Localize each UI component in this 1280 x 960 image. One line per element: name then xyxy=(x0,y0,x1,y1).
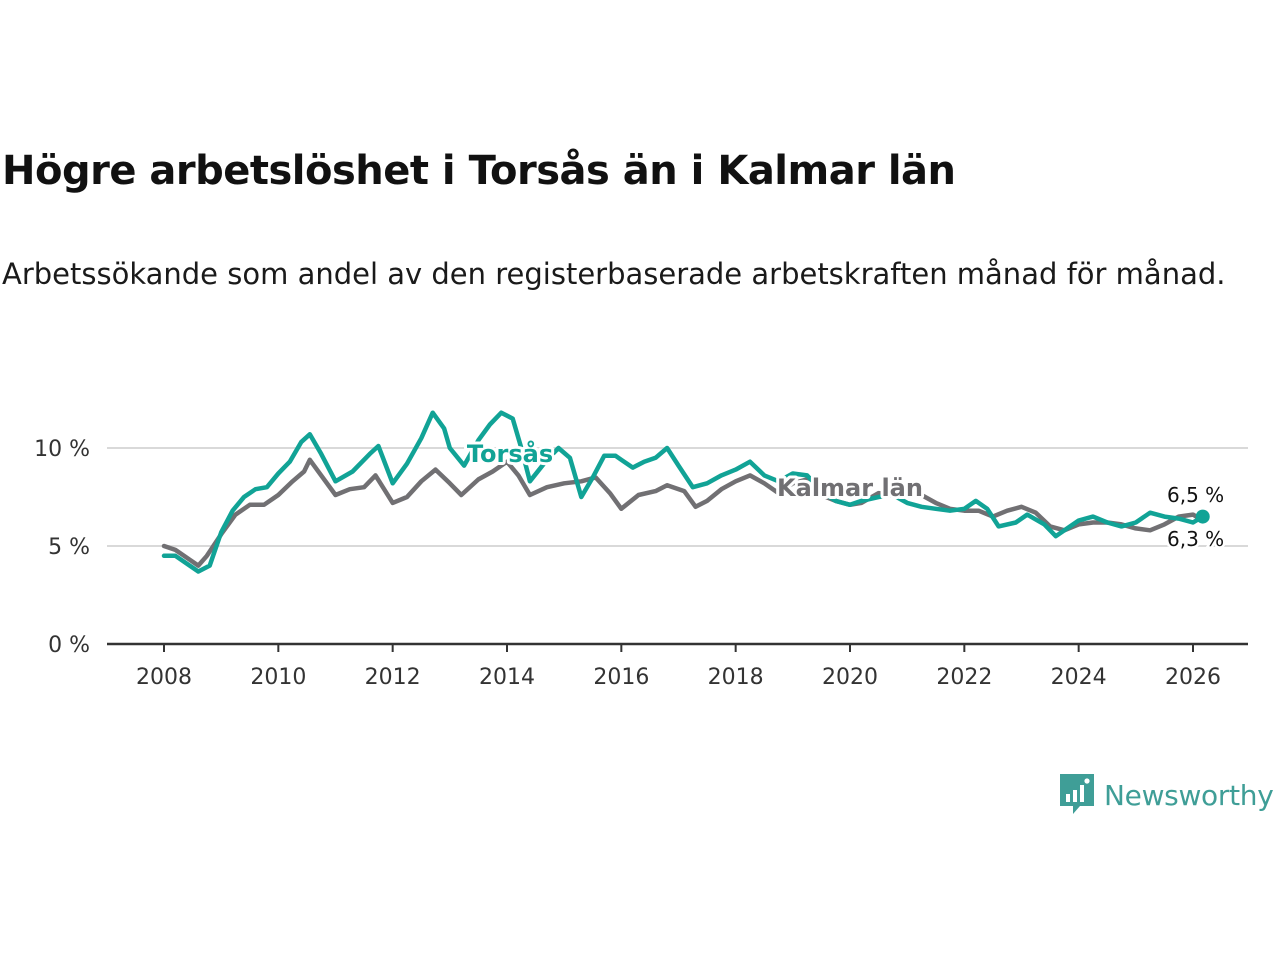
x-tick-label: 2016 xyxy=(593,665,649,690)
x-tick-label: 2014 xyxy=(479,665,535,690)
x-tick-label: 2020 xyxy=(822,665,878,690)
x-tick-label: 2026 xyxy=(1165,665,1221,690)
newsworthy-logo-icon xyxy=(1060,774,1094,814)
y-tick-label: 5 % xyxy=(48,535,90,560)
y-axis-ticks: 0 % 5 % 10 % xyxy=(34,437,90,658)
chart-title: Högre arbetslöshet i Torsås än i Kalmar … xyxy=(2,148,956,194)
y-tick-label: 10 % xyxy=(34,437,90,462)
series-line-torsas xyxy=(161,410,1205,574)
series-end-marker xyxy=(1195,509,1210,524)
chart-subtitle: Arbetssökande som andel av den registerb… xyxy=(2,257,1226,291)
x-tick-label: 2018 xyxy=(708,665,764,690)
x-tick-label: 2008 xyxy=(136,665,192,690)
series-label-kalmar-lan: Kalmar län xyxy=(777,474,923,502)
x-tick-label: 2024 xyxy=(1051,665,1107,690)
series-labels: Kalmar län 6,3 % Torsås 6,5 % xyxy=(464,436,1227,554)
series-line-kalmar-lan xyxy=(161,457,1205,568)
series-lines xyxy=(161,410,1210,574)
x-tick-label: 2012 xyxy=(365,665,421,690)
x-tick-label: 2022 xyxy=(936,665,992,690)
y-tick-label: 0 % xyxy=(48,633,90,658)
newsworthy-logo: Newsworthy xyxy=(1058,772,1274,818)
brand-name: Newsworthy xyxy=(1104,778,1274,812)
series-end-value-torsas: 6,5 % xyxy=(1167,483,1224,507)
series-end-value-kalmar-lan: 6,3 % xyxy=(1167,527,1224,551)
x-tick-label: 2010 xyxy=(250,665,306,690)
series-label-torsas: Torsås xyxy=(467,439,553,468)
x-axis-ticks: 2008 2010 2012 2014 2016 2018 2020 2022 2024 2026 xyxy=(136,644,1221,690)
